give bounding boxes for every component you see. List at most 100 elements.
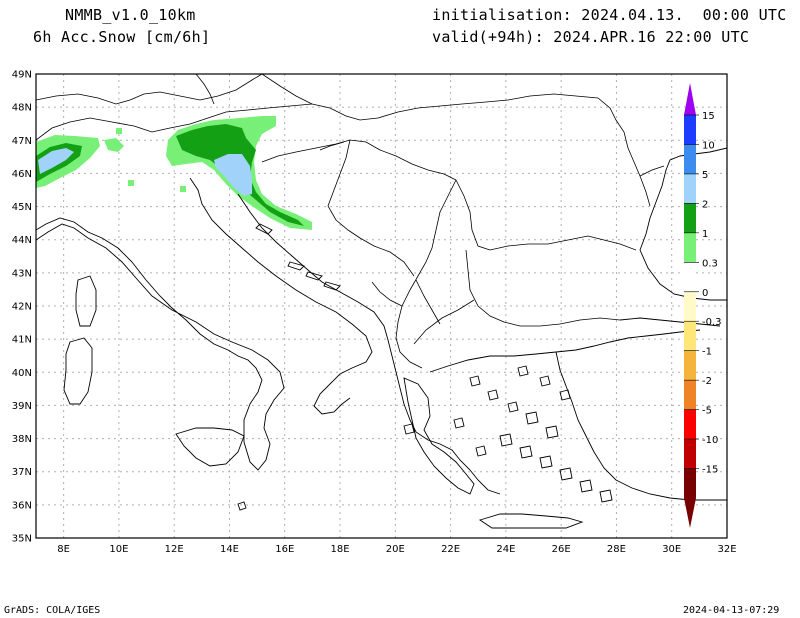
lat-tick-label: 46N [12, 169, 32, 180]
country-border [195, 74, 215, 105]
valid-time: valid(+94h): 2024.APR.16 22:00 UTC [432, 28, 750, 46]
island [545, 425, 559, 439]
island [475, 445, 487, 457]
country-border [455, 179, 637, 251]
island [469, 375, 481, 387]
country-border [413, 299, 475, 345]
legend-swatch [684, 380, 696, 411]
turkey-west-coast [555, 351, 727, 501]
island [579, 479, 593, 493]
legend-label: 5 [702, 170, 708, 181]
island [255, 223, 273, 235]
island [403, 423, 415, 435]
timestamp-text: 2024-04-13-07:29 [683, 605, 780, 616]
legend-swatch [684, 321, 696, 352]
legend-label: 0 [702, 288, 708, 299]
island [519, 445, 533, 459]
black-sea-coast [639, 147, 727, 251]
island [323, 281, 341, 291]
lon-tick-label: 24E [496, 544, 515, 555]
map-frame [35, 73, 728, 539]
legend-arrow-bottom [684, 498, 696, 528]
island [559, 467, 573, 481]
init-time: initialisation: 2024.04.13. 00:00 UTC [432, 6, 787, 24]
lon-tick-label: 16E [275, 544, 294, 555]
sardinia-coastline [63, 337, 93, 405]
corsica-coastline [75, 275, 97, 327]
lat-tick-label: 48N [12, 103, 32, 114]
lat-tick-label: 42N [12, 302, 32, 313]
lon-tick-label: 20E [386, 544, 405, 555]
legend-label: 10 [702, 140, 715, 151]
legend-label: 0.3 [702, 258, 718, 269]
lat-tick-label: 40N [12, 368, 32, 379]
legend-swatch [684, 409, 696, 440]
country-border [327, 139, 415, 277]
lon-tick-label: 8E [57, 544, 70, 555]
island [453, 417, 465, 429]
marmara-coast [619, 317, 721, 327]
aegean-north-coast [429, 329, 701, 373]
color-legend: 15 10 5 2 1 0.3 0 -0.3 -1 -2 -5 -10 -15 [684, 83, 722, 528]
lon-tick-label: 28E [607, 544, 626, 555]
legend-swatch [684, 439, 696, 470]
model-title: NMMB_v1.0_10km [65, 6, 196, 24]
island [237, 501, 247, 511]
country-border [311, 93, 651, 207]
graticule [36, 74, 728, 538]
island [507, 401, 519, 413]
lat-tick-label: 44N [12, 235, 32, 246]
legend-arrow-top [684, 83, 696, 115]
lat-tick-label: 39N [12, 401, 32, 412]
legend-label: -5 [702, 406, 712, 417]
country-border [371, 281, 403, 307]
legend-swatch [684, 232, 696, 263]
country-border [465, 249, 621, 327]
lon-tick-label: 32E [717, 544, 736, 555]
lon-tick-label: 18E [331, 544, 350, 555]
snow-area-heavy [38, 148, 74, 174]
legend-label: -1 [702, 347, 712, 358]
snow-area-light [180, 186, 186, 192]
legend-swatch [684, 262, 696, 293]
variable-title: 6h Acc.Snow [cm/6h] [33, 28, 211, 46]
country-border [395, 179, 457, 369]
crete-coastline [478, 513, 584, 529]
legend-swatch [684, 115, 696, 145]
longitude-labels: 8E 10E 12E 14E 16E 18E 20E 22E 24E 26E 28E 30E 32E [57, 544, 736, 555]
lat-tick-label: 36N [12, 500, 32, 511]
legend-swatch [684, 203, 696, 234]
lat-tick-label: 41N [12, 335, 32, 346]
snow-area-heavy [214, 154, 252, 196]
country-border [415, 279, 441, 325]
island [539, 455, 553, 469]
legend-swatch [684, 173, 696, 204]
lon-tick-label: 30E [662, 544, 681, 555]
snow-area-light [128, 180, 134, 186]
lon-tick-label: 22E [441, 544, 460, 555]
snow-area-light [116, 128, 122, 134]
credit-text: GrADS: COLA/IGES [4, 605, 101, 616]
island [487, 389, 499, 401]
italy-coastline [36, 217, 285, 471]
lon-tick-label: 14E [220, 544, 239, 555]
legend-swatch [684, 350, 696, 381]
lon-tick-label: 26E [552, 544, 571, 555]
country-border [261, 74, 313, 105]
legend-swatch [684, 291, 696, 322]
lat-tick-label: 38N [12, 434, 32, 445]
lon-tick-label: 10E [109, 544, 128, 555]
lon-tick-label: 12E [165, 544, 184, 555]
legend-label: 2 [702, 199, 708, 210]
island [599, 489, 613, 503]
adriatic-east-coast [237, 193, 501, 495]
legend-label: -0.3 [702, 317, 722, 328]
snow-field [36, 116, 312, 230]
country-border [319, 141, 345, 151]
country-border [36, 103, 313, 141]
latitude-labels: 49N 48N 47N 46N 45N 44N 43N 42N 41N 40N 39N 38N 37N 3… [12, 70, 32, 545]
island [525, 411, 539, 425]
lat-tick-label: 49N [12, 70, 32, 81]
lat-tick-label: 37N [12, 467, 32, 478]
